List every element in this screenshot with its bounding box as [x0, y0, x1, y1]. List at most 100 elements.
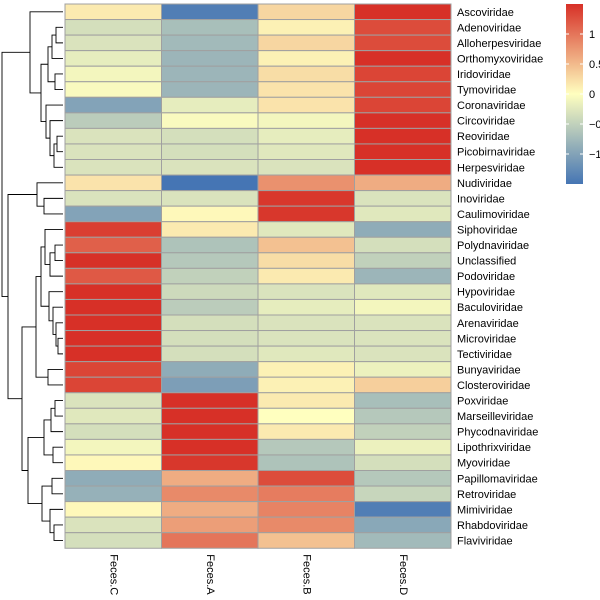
- dendrogram-branch: [56, 135, 63, 153]
- row-label: Lipothrixviridae: [457, 442, 531, 454]
- dendrogram-branch: [47, 368, 63, 386]
- legend-tick-label: 0.5: [589, 59, 600, 71]
- heatmap-cell: [257, 236, 355, 254]
- heatmap-cell: [161, 516, 259, 534]
- heatmap-cell: [354, 267, 452, 285]
- heatmap-cell: [64, 392, 162, 409]
- heatmap-cell: [161, 65, 259, 83]
- row-label: Polydnaviridae: [457, 240, 529, 252]
- heatmap-cell: [257, 267, 355, 285]
- heatmap-cell: [257, 221, 355, 238]
- heatmap-cell: [161, 19, 259, 36]
- heatmap-cell: [257, 361, 355, 378]
- heatmap-cell: [64, 314, 162, 332]
- heatmap-cell: [354, 314, 452, 332]
- dendrogram-branch: [55, 322, 63, 347]
- legend-color-bar: [566, 4, 583, 184]
- dendrogram-branch: [36, 182, 63, 207]
- row-label: Circoviridae: [457, 116, 515, 128]
- heatmap-cell: [161, 532, 259, 549]
- heatmap-cell: [354, 143, 452, 160]
- heatmap-cell: [64, 407, 162, 425]
- dendrogram-branch: [45, 104, 63, 139]
- heatmap-cell: [64, 143, 162, 160]
- heatmap-cell: [354, 50, 452, 67]
- heatmap-cell: [257, 81, 355, 98]
- heatmap-cell: [354, 438, 452, 456]
- heatmap-cell: [257, 532, 355, 549]
- row-label: Siphoviridae: [457, 224, 518, 236]
- heatmap-cell: [354, 516, 452, 534]
- row-label: Picobirnaviridae: [457, 147, 535, 159]
- heatmap-cell: [161, 283, 259, 300]
- column-labels: Feces.C Feces.A Feces.B Feces.D: [107, 554, 409, 595]
- heatmap-cell: [354, 65, 452, 83]
- row-label: Caulimoviridae: [457, 209, 530, 221]
- heatmap-cell: [257, 314, 355, 332]
- heatmap-cell: [64, 283, 162, 300]
- heatmap-cell: [64, 298, 162, 316]
- color-legend: 1 0.5 0 −0.5 −1: [566, 4, 600, 184]
- dendrogram-branch: [54, 400, 63, 417]
- heatmap-cell: [161, 485, 259, 503]
- heatmap-cell: [161, 454, 259, 472]
- row-label: Flaviviridae: [457, 535, 513, 547]
- heatmap-cell: [354, 283, 452, 300]
- row-label: Orthomyxoviridae: [457, 53, 543, 65]
- heatmap-cell: [64, 190, 162, 207]
- heatmap-cell: [354, 423, 452, 440]
- heatmap-cell: [257, 3, 355, 21]
- row-label: Myoviridae: [457, 458, 510, 470]
- row-label: Marseilleviridae: [457, 411, 533, 423]
- heatmap-cell: [354, 112, 452, 129]
- row-label: Alloherpesviridae: [457, 38, 541, 50]
- heatmap-cell: [64, 96, 162, 114]
- heatmap-cell: [354, 454, 452, 472]
- heatmap-cell: [354, 298, 452, 316]
- heatmap-cell: [354, 174, 452, 192]
- row-label: Bunyaviridae: [457, 364, 521, 376]
- heatmap-cell: [257, 143, 355, 160]
- heatmap-cell: [64, 159, 162, 176]
- heatmap-cell: [257, 112, 355, 129]
- heatmap-cell: [257, 190, 355, 207]
- heatmap-cell: [64, 65, 162, 83]
- heatmap-cell: [64, 205, 162, 223]
- row-label: Poxviridae: [457, 396, 508, 408]
- heatmap-cell: [354, 407, 452, 425]
- dendrogram-branch: [1, 51, 30, 298]
- row-label: Baculoviridae: [457, 302, 523, 314]
- heatmap-cell: [161, 298, 259, 316]
- dendrogram-branch: [49, 120, 63, 157]
- heatmap-cell: [161, 345, 259, 363]
- heatmap-cell: [257, 516, 355, 534]
- heatmap-cell: [257, 438, 355, 456]
- heatmap-cell: [64, 81, 162, 98]
- row-label: Inoviridae: [457, 193, 505, 205]
- heatmap-cell: [354, 205, 452, 223]
- heatmap-cell: [161, 330, 259, 347]
- row-label: Mimiviridae: [457, 504, 513, 516]
- heatmap-cell: [257, 174, 355, 192]
- heatmap-cell: [161, 423, 259, 440]
- dendrogram-branch: [49, 508, 63, 534]
- dendrogram-branch: [53, 143, 63, 168]
- dendrogram-branch: [53, 524, 63, 541]
- heatmap-cell: [161, 221, 259, 238]
- heatmap-cell: [354, 236, 452, 254]
- heatmap-cell: [354, 345, 452, 363]
- heatmap-cell: [257, 34, 355, 52]
- heatmap-cell: [161, 252, 259, 269]
- row-label: Rhabdoviridae: [457, 520, 528, 532]
- column-label: Feces.B: [300, 554, 312, 594]
- dendrogram-branch: [7, 194, 37, 400]
- heatmap-cell: [64, 34, 162, 52]
- heatmap-cell: [64, 127, 162, 145]
- heatmap-cell: [161, 174, 259, 192]
- heatmap-cell: [64, 112, 162, 129]
- heatmap-cell: [354, 19, 452, 36]
- row-label: Hypoviridae: [457, 287, 515, 299]
- heatmap-cell: [161, 190, 259, 207]
- heatmap-cell: [161, 96, 259, 114]
- dendrogram-branch: [57, 337, 63, 355]
